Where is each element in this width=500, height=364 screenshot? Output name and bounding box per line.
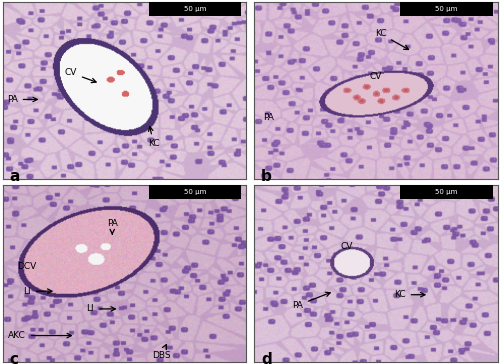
- Text: PA: PA: [292, 292, 330, 310]
- Text: d: d: [261, 352, 272, 364]
- Text: LI: LI: [23, 287, 52, 296]
- Text: AKC: AKC: [8, 331, 72, 340]
- Text: KC: KC: [374, 29, 408, 50]
- Text: CV: CV: [64, 68, 96, 83]
- Text: b: b: [261, 169, 272, 184]
- Text: KC: KC: [148, 127, 160, 149]
- Text: PA: PA: [263, 113, 274, 122]
- Text: DCV: DCV: [18, 262, 36, 271]
- Text: CV: CV: [340, 242, 352, 251]
- Text: CV: CV: [370, 72, 382, 81]
- Text: a: a: [10, 169, 20, 184]
- Text: LI: LI: [86, 304, 116, 313]
- Text: DBS: DBS: [152, 345, 171, 360]
- Text: KC: KC: [394, 290, 425, 299]
- Text: PA: PA: [107, 219, 118, 234]
- Text: PA: PA: [7, 95, 38, 104]
- Text: c: c: [10, 352, 19, 364]
